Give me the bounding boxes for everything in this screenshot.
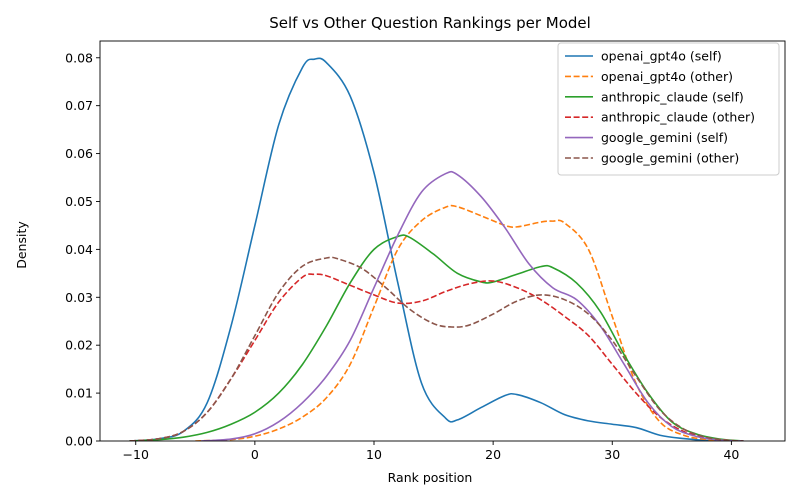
legend-label-3: anthropic_claude (other) [601,110,755,125]
y-tick-label: 0.06 [65,146,93,161]
y-axis-label: Density [14,221,29,269]
legend-label-0: openai_gpt4o (self) [601,49,722,64]
y-axis: 0.00 0.01 0.02 0.03 0.04 0.05 0.06 0.07 0.08 [65,50,100,449]
y-tick-label: 0.01 [65,386,93,401]
series-group [128,57,745,441]
y-tick-label: 0.03 [65,290,93,305]
x-tick-label: 40 [723,447,739,462]
legend-label-2: anthropic_claude (self) [601,89,744,104]
plot-area [99,40,786,442]
x-tick-label: 0 [251,447,259,462]
series-line-5 [129,256,744,441]
legend-label-4: google_gemini (self) [601,130,728,145]
series-line-4 [200,170,745,441]
y-tick-label: 0.07 [65,98,93,113]
x-tick-label: 10 [366,447,382,462]
x-axis: −10 0 10 20 30 40 [123,441,739,462]
y-tick-label: 0.04 [65,242,93,257]
x-tick-label: −10 [123,447,149,462]
chart-title: Self vs Other Question Rankings per Mode… [269,14,591,32]
y-tick-label: 0.05 [65,194,93,209]
x-tick-label: 20 [485,447,501,462]
legend-label-1: openai_gpt4o (other) [601,69,733,84]
series-line-2 [128,234,745,441]
legend-label-5: google_gemini (other) [601,151,739,166]
x-axis-label: Rank position [388,470,473,485]
legend-box [557,42,780,176]
series-line-0 [128,57,733,441]
x-tick-label: 30 [604,447,620,462]
series-line-3 [129,273,744,441]
legend: openai_gpt4o (self) openai_gpt4o (other) a… [557,42,780,176]
plot-frame [99,40,786,442]
y-tick-label: 0.08 [65,50,93,65]
y-tick-label: 0.02 [65,338,93,353]
y-tick-label: 0.00 [65,434,93,449]
